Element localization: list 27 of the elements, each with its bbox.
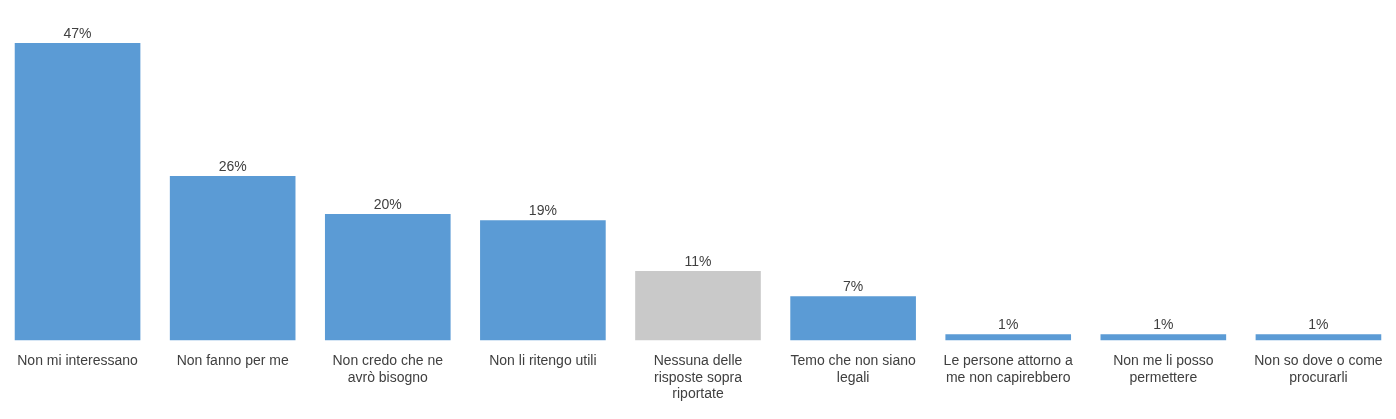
x-tick-label: Non li ritengo utili: [489, 351, 597, 368]
data-label: 26%: [218, 157, 247, 174]
data-label: 1%: [1153, 316, 1174, 333]
data-label: 47%: [63, 24, 92, 41]
bar: [790, 296, 916, 341]
data-label: 7%: [842, 278, 864, 295]
x-tick-label: Non so dove o come procurarli: [1254, 351, 1383, 385]
bar: [635, 270, 761, 341]
data-label: 11%: [684, 252, 712, 269]
x-tick-label: Nessuna delle risposte sopra riportate: [653, 351, 743, 402]
data-label: 19%: [528, 202, 557, 219]
bar: [1100, 334, 1227, 341]
x-tick-label: Non me li posso permettere: [1113, 351, 1214, 385]
data-label: 1%: [998, 316, 1019, 333]
bar: [324, 213, 451, 341]
data-label: 20%: [373, 195, 402, 212]
x-tick-label: Non mi interessano: [17, 351, 139, 368]
x-tick-label: Non fanno per me: [176, 351, 289, 368]
x-tick-label: Temo che non siano legali: [790, 351, 916, 385]
data-label: 1%: [1308, 316, 1329, 333]
x-tick-label: Non credo che ne avrò bisogno: [332, 351, 444, 385]
bar: [945, 334, 1072, 341]
x-tick-label: Le persone attorno a me non capirebbero: [943, 351, 1074, 385]
bar: [1255, 334, 1382, 341]
bar: [14, 43, 141, 341]
bar: [480, 220, 606, 341]
bar: [169, 175, 296, 341]
